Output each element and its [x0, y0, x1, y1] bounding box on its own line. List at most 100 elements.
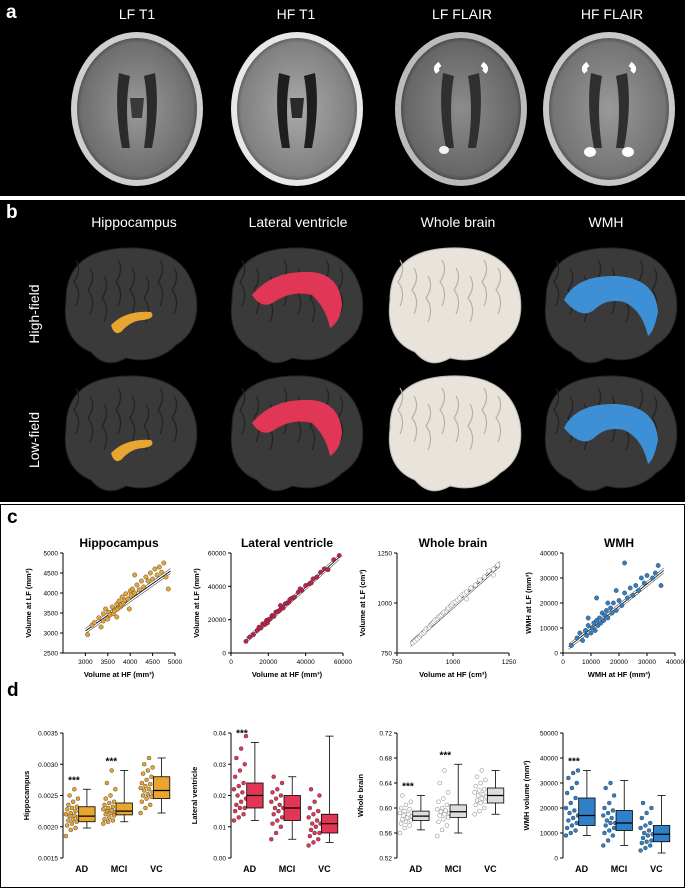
data-point	[318, 569, 323, 575]
data-point	[594, 595, 599, 601]
panel-a: a LF T1 HF T1 LF FLAIR HF FLAIR	[0, 0, 685, 196]
data-point	[231, 818, 237, 823]
category-label: AD	[409, 864, 422, 874]
brain-shape	[544, 247, 678, 364]
brain-render-whole_brain-low	[388, 375, 522, 492]
data-point	[126, 606, 132, 612]
data-point	[240, 790, 245, 795]
gyrus-line	[425, 275, 432, 323]
data-point	[477, 788, 482, 793]
data-point	[85, 632, 91, 638]
data-point	[583, 628, 588, 633]
data-point	[279, 815, 285, 820]
gyrus-line	[253, 395, 260, 443]
category-label: MCI	[279, 864, 296, 874]
y-tick-label: 1000	[378, 601, 393, 608]
data-point	[566, 818, 571, 823]
y-tick-label: 20000	[540, 806, 558, 813]
x-tick-label: 5000	[168, 659, 183, 666]
data-point	[143, 805, 148, 811]
data-point	[149, 794, 154, 799]
data-point	[472, 582, 478, 588]
data-point	[483, 799, 488, 804]
data-point	[437, 780, 442, 786]
data-point	[479, 796, 485, 801]
charts-area: Hippocampus 2500 3000 3500 4000 4500 5000 3000 3…	[22, 536, 684, 874]
brain-shape	[230, 247, 364, 364]
data-point	[297, 586, 303, 592]
gyrus-line	[411, 395, 418, 443]
data-point	[585, 615, 591, 621]
y-tick-label: 10000	[540, 626, 558, 633]
data-point	[139, 799, 145, 804]
gyrus-line	[467, 275, 474, 323]
data-point	[640, 800, 646, 806]
data-point	[464, 589, 469, 595]
data-point	[619, 603, 625, 608]
data-point	[625, 595, 630, 601]
gyrus-line	[439, 387, 446, 435]
data-point	[110, 804, 116, 809]
panel-b: b Hippocampus Lateral ventricle Whole br…	[0, 200, 685, 502]
y-tick-label: 0	[222, 651, 226, 658]
data-point	[573, 828, 578, 833]
data-point	[111, 799, 117, 804]
data-point	[113, 787, 118, 792]
data-point	[70, 817, 76, 822]
data-point	[142, 762, 147, 767]
seq-label-lf-t1: LF T1	[118, 6, 156, 22]
y-tick-label: 0.04	[213, 731, 226, 738]
wmh-shape	[564, 275, 658, 336]
data-point	[313, 824, 319, 829]
data-point	[602, 805, 607, 811]
data-point	[275, 818, 280, 823]
data-point	[603, 823, 608, 828]
data-point	[400, 817, 405, 822]
significance-marker: ***	[68, 775, 80, 786]
data-point	[279, 780, 285, 786]
data-point	[75, 796, 81, 801]
y-tick-label: 50000	[540, 731, 558, 738]
gyrus-line	[115, 387, 122, 435]
data-point	[649, 838, 654, 843]
data-point	[608, 780, 613, 786]
scatter-chart-0: Hippocampus 2500 3000 3500 4000 4500 5000 3000 3…	[24, 536, 183, 679]
y-tick-label: 0.03	[213, 762, 226, 769]
data-point	[125, 596, 131, 602]
data-point	[143, 783, 148, 789]
data-point	[473, 802, 479, 808]
data-point	[408, 818, 413, 823]
gyrus-line	[87, 267, 94, 315]
data-point	[63, 833, 69, 839]
data-point	[72, 787, 77, 792]
data-point	[140, 771, 146, 776]
data-point	[613, 588, 619, 593]
data-point	[442, 768, 447, 773]
category-label: MCI	[445, 864, 462, 874]
data-point	[474, 798, 480, 803]
data-point	[564, 790, 570, 796]
brain-render-ventricle-high	[230, 247, 364, 364]
y-axis-label: WMH at LF (mm³)	[524, 572, 533, 634]
data-point	[648, 843, 653, 848]
data-point	[627, 585, 633, 591]
x-tick-label: 30000	[638, 659, 656, 666]
y-tick-label: 2500	[44, 651, 59, 658]
data-point	[644, 573, 650, 578]
data-point	[116, 598, 122, 604]
chart-title: Hippocampus	[79, 536, 159, 550]
data-point	[482, 805, 487, 811]
data-point	[231, 787, 237, 792]
x-tick-label: 10000	[582, 659, 600, 666]
data-point	[232, 774, 238, 779]
data-point	[569, 823, 575, 828]
data-point	[638, 825, 643, 831]
y-tick-label: 3500	[44, 611, 59, 618]
data-point	[163, 574, 169, 580]
data-point	[64, 823, 70, 828]
data-point	[483, 777, 488, 783]
y-axis-label: Hippocampus	[22, 771, 31, 821]
data-point	[242, 762, 247, 767]
box-chart-3: 0 10000 20000 30000 40000 50000 WMH volume (mm…	[522, 731, 671, 874]
data-point	[564, 825, 570, 831]
